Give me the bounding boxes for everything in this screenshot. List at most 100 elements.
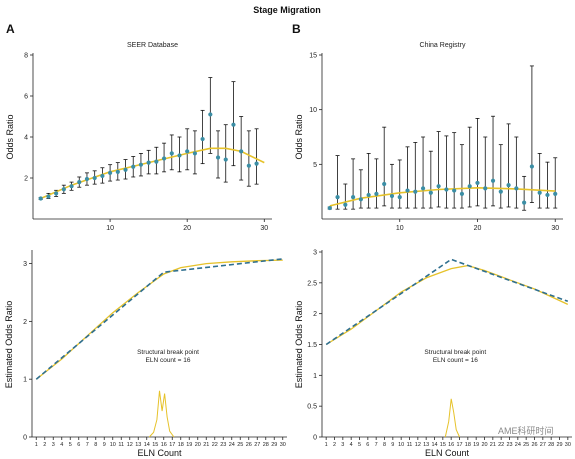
y-tick-label: 2 (23, 319, 27, 326)
data-point (123, 167, 128, 172)
y-tick-label: 3 (313, 250, 317, 257)
smooth-fit-line (325, 264, 569, 346)
x-tick-label: 6 (77, 442, 80, 448)
data-point (185, 149, 190, 154)
data-point (475, 180, 480, 186)
data-point (522, 200, 527, 205)
data-point (327, 205, 332, 211)
x-tick-label: 1 (325, 442, 328, 448)
y-tick-label: 15 (309, 53, 317, 60)
data-point (177, 153, 182, 158)
data-point (161, 156, 167, 161)
data-point (506, 183, 511, 188)
break-point-density (148, 390, 175, 438)
x-tick-label: 2 (333, 442, 336, 448)
x-tick-label: 7 (375, 442, 378, 448)
x-tick-label: 17 (169, 442, 175, 448)
data-point (169, 151, 174, 156)
data-point (107, 170, 113, 175)
data-point (483, 186, 488, 191)
y-tick-label: 6 (24, 94, 28, 101)
x-axis-title: ELN Count (137, 448, 182, 458)
data-point (350, 195, 356, 200)
data-point (115, 169, 120, 174)
y-axis-title: Odds Ratio (294, 114, 304, 159)
china-odds-ratio-plot: 5 10 15 10 20 30 Odds Ratio China Registry (294, 42, 563, 232)
fit-curve (329, 186, 556, 207)
data-point (436, 184, 441, 189)
x-tick-label: 10 (110, 442, 116, 448)
x-tick-label: 26 (246, 442, 252, 448)
data-point (46, 194, 51, 199)
data-point (452, 188, 457, 193)
data-point (420, 186, 426, 191)
axes (319, 53, 563, 222)
x-tick-label: 22 (212, 442, 218, 448)
y-tick-label: 0.5 (307, 404, 317, 411)
data-point (146, 160, 151, 165)
x-tick-label: 2 (43, 442, 46, 448)
seer-odds-ratio-plot: 2 4 6 8 10 20 30 Odds Ratio SEER Database (5, 42, 272, 232)
x-tick-label: 30 (565, 442, 571, 448)
data-point (192, 151, 198, 156)
segmented-fit-line (325, 258, 569, 346)
x-tick-label: 26 (531, 442, 537, 448)
data-point (405, 188, 410, 193)
data-point (246, 163, 251, 168)
x-tick-label: 20 (183, 225, 191, 232)
data-point (553, 191, 558, 196)
data-point (131, 164, 136, 169)
y-tick-label: 1 (23, 377, 27, 384)
axes (29, 250, 287, 440)
break-point-density (444, 398, 460, 438)
y-tick-label: 2 (313, 311, 317, 318)
data-point (38, 196, 43, 201)
fit-curve (40, 147, 265, 200)
chart-subtitle: China Registry (420, 42, 466, 49)
data-point (514, 186, 519, 191)
x-tick-label: 3 (341, 442, 344, 448)
data-point (69, 184, 74, 189)
x-tick-label: 29 (271, 442, 277, 448)
y-tick-label: 0 (23, 435, 27, 442)
y-tick-label: 1 (313, 373, 317, 380)
data-point (382, 181, 387, 187)
x-tick-label: 12 (127, 442, 133, 448)
x-tick-label: 21 (490, 442, 496, 448)
y-tick-label: 1.5 (307, 342, 317, 349)
x-tick-label: 1 (35, 442, 38, 448)
x-tick-label: 7 (86, 442, 89, 448)
data-point (428, 190, 433, 195)
x-tick-label: 14 (431, 442, 437, 448)
x-tick-label: 13 (135, 442, 141, 448)
x-tick-label: 4 (60, 442, 63, 448)
data-point (100, 173, 105, 179)
y-axis-title: Odds Ratio (5, 114, 15, 159)
data-point (200, 136, 205, 142)
x-tick-label: 24 (515, 442, 521, 448)
chart-subtitle: SEER Database (127, 42, 178, 49)
axes (319, 250, 572, 440)
data-point (545, 192, 550, 198)
x-tick-label: 30 (260, 225, 268, 232)
break-point-annotation: Structural break point (137, 349, 199, 356)
y-tick-label: 10 (309, 107, 317, 114)
data-point (335, 195, 340, 200)
break-point-annotation: Structural break point (424, 349, 486, 356)
y-tick-label: 2 (24, 176, 28, 183)
x-tick-label: 29 (556, 442, 562, 448)
y-tick-label: 3 (23, 261, 27, 268)
x-tick-label: 19 (473, 442, 479, 448)
x-tick-label: 6 (366, 442, 369, 448)
x-tick-label: 10 (398, 442, 404, 448)
x-tick-label: 16 (448, 442, 454, 448)
china-estimated-odds-plot: 00.511.522.531 2 3 4 5 6 7 8 9 10 11 12 13 14 15 16 17 18… (294, 250, 572, 458)
x-tick-label: 13 (423, 442, 429, 448)
panel-label-a: A (6, 22, 15, 36)
x-tick-label: 16 (161, 442, 167, 448)
data-point (537, 190, 542, 195)
data-point (366, 192, 371, 198)
data-point (54, 191, 59, 196)
